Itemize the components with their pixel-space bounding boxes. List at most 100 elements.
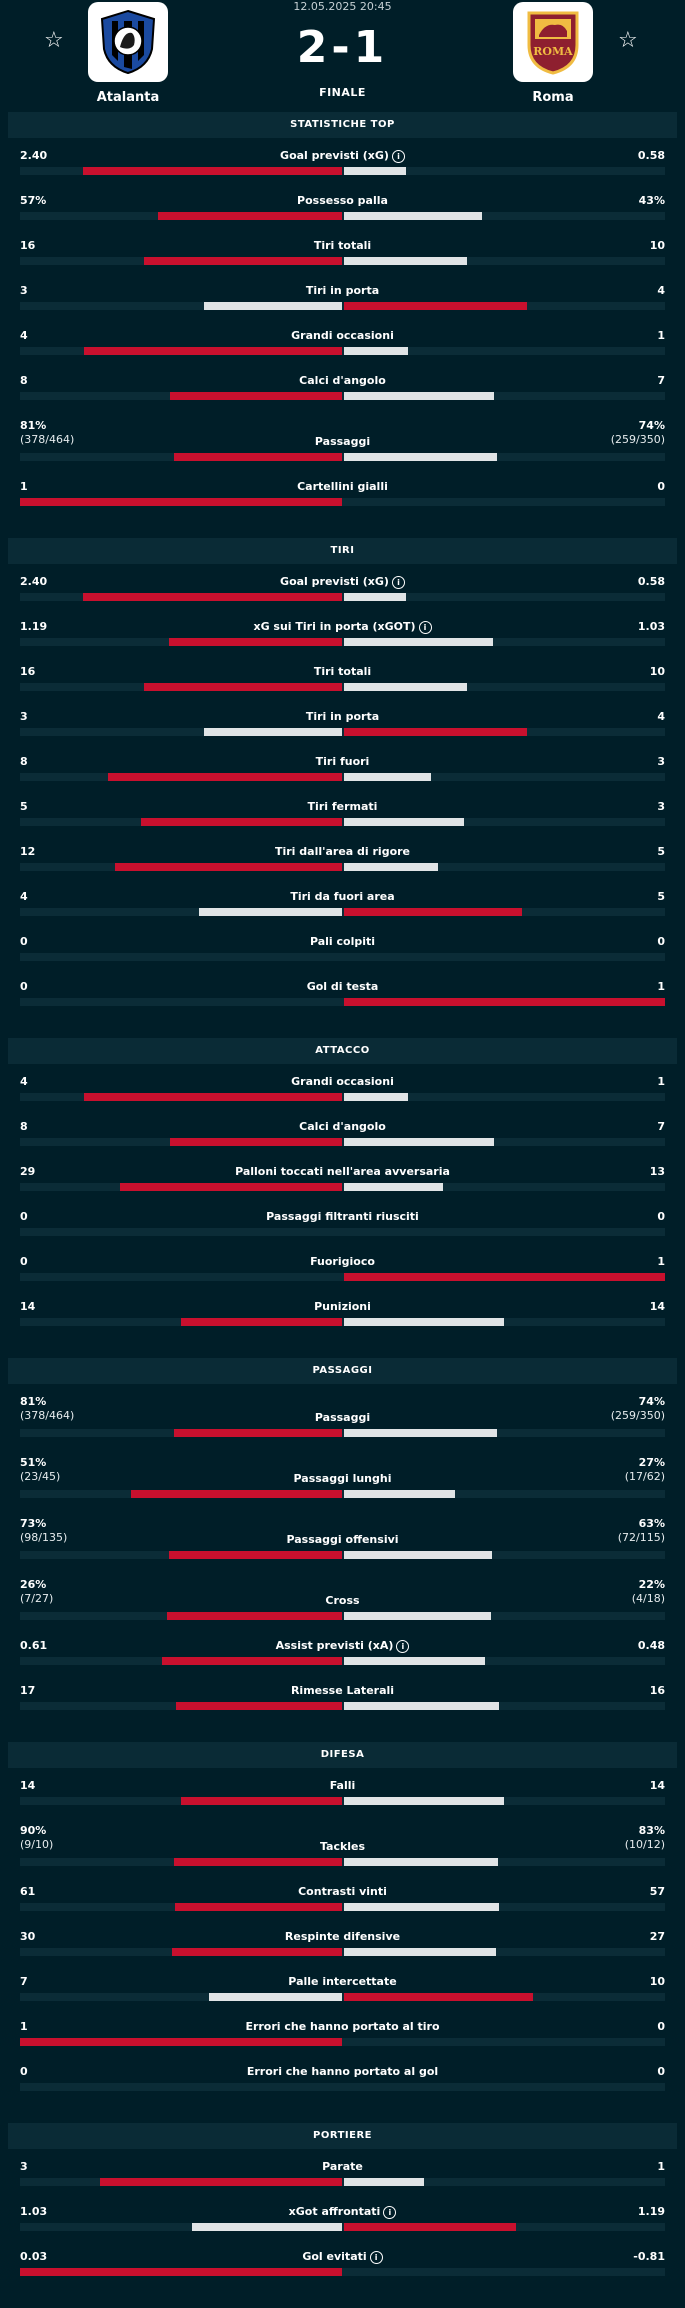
away-stat-value: 16: [650, 1684, 665, 1698]
away-stat-bar: [343, 1948, 496, 1956]
stat-row[interactable]: 12 Tiri dall'area di rigore 5: [20, 842, 665, 887]
stat-row[interactable]: 3 Tiri in porta 4: [20, 281, 665, 326]
stat-row[interactable]: 3 Tiri in porta 4: [20, 707, 665, 752]
away-team-name[interactable]: Roma: [532, 90, 574, 105]
stat-bar-track: [20, 1797, 665, 1805]
stat-row[interactable]: 7 Palle intercettate 10: [20, 1972, 665, 2017]
info-icon[interactable]: i: [383, 2205, 397, 2219]
stat-row[interactable]: 0 Gol di testa 1: [20, 977, 665, 1022]
home-stat-value: 3: [20, 284, 28, 298]
home-stat-main: 57%: [20, 194, 47, 207]
info-icon[interactable]: i: [396, 1639, 410, 1653]
home-stat-bar: [180, 1797, 342, 1805]
stat-label: Pali colpiti: [140, 935, 545, 949]
home-stat-value: 12: [20, 845, 35, 859]
away-stat-bar: [343, 1797, 505, 1805]
home-stat-value: 4: [20, 890, 28, 904]
stat-row[interactable]: 51% (23/45) Passaggi lunghi 27% (17/62): [20, 1453, 665, 1514]
away-stat-main: -0.81: [633, 2250, 665, 2263]
stat-row[interactable]: 8 Calci d'angolo 7: [20, 371, 665, 416]
away-stat-bar: [343, 1490, 455, 1498]
stat-bar-track: [20, 1948, 665, 1956]
away-team-logo[interactable]: ROMA: [513, 2, 593, 82]
stat-row[interactable]: 81% (378/464) Passaggi 74% (259/350): [20, 416, 665, 477]
stat-row[interactable]: 0 Fuorigioco 1: [20, 1252, 665, 1297]
away-stat-main: 14: [649, 1779, 665, 1792]
away-stat-main: 0: [657, 935, 665, 948]
away-stat-value: 57: [650, 1885, 665, 1899]
away-stat-value: 0.58: [638, 149, 665, 163]
home-stat-main: 16: [20, 665, 36, 678]
stat-row[interactable]: 16 Tiri totali 10: [20, 236, 665, 281]
away-stat-bar: [343, 2178, 424, 2186]
stat-row[interactable]: 0.03 Gol evitati i -0.81: [20, 2247, 665, 2292]
home-stat-main: 61: [20, 1885, 36, 1898]
away-stat-value: 3: [657, 755, 665, 769]
away-stat-value: 0: [657, 1210, 665, 1224]
stat-row[interactable]: 4 Grandi occasioni 1: [20, 326, 665, 371]
stat-row[interactable]: 1 Errori che hanno portato al tiro 0: [20, 2017, 665, 2062]
stat-bar-track: [20, 1183, 665, 1191]
stat-row[interactable]: 0 Errori che hanno portato al gol 0: [20, 2062, 665, 2107]
stat-row[interactable]: 17 Rimesse Laterali 16: [20, 1681, 665, 1726]
info-icon[interactable]: i: [369, 2250, 383, 2264]
away-stat-main: 16: [649, 1684, 665, 1697]
stat-row[interactable]: 73% (98/135) Passaggi offensivi 63% (72/115): [20, 1514, 665, 1575]
stat-row[interactable]: 16 Tiri totali 10: [20, 662, 665, 707]
stat-label: Parate: [140, 2160, 545, 2174]
stat-row[interactable]: 8 Tiri fuori 3: [20, 752, 665, 797]
home-stat-bar: [143, 683, 342, 691]
stat-row[interactable]: 90% (9/10) Tackles 83% (10/12): [20, 1821, 665, 1882]
stat-row[interactable]: 0 Pali colpiti 0: [20, 932, 665, 977]
away-stat-value: 10: [650, 1975, 665, 1989]
stat-row[interactable]: 0.61 Assist previsti (xA) i 0.48: [20, 1636, 665, 1681]
stat-bar-track: [20, 392, 665, 400]
stat-row[interactable]: 4 Grandi occasioni 1: [20, 1072, 665, 1117]
away-stat-main: 1.19: [637, 2205, 665, 2218]
stat-row[interactable]: 1.03 xGot affrontati i 1.19: [20, 2202, 665, 2247]
stat-label: Contrasti vinti: [140, 1885, 545, 1899]
info-icon[interactable]: i: [391, 149, 405, 163]
stat-row[interactable]: 5 Tiri fermati 3: [20, 797, 665, 842]
stat-row[interactable]: 30 Respinte difensive 27: [20, 1927, 665, 1972]
stat-row[interactable]: 81% (378/464) Passaggi 74% (259/350): [20, 1392, 665, 1453]
away-stat-bar: [343, 1551, 493, 1559]
home-stat-value: 1: [20, 2020, 28, 2034]
stat-row[interactable]: 1.19 xG sui Tiri in porta (xGOT) i 1.03: [20, 617, 665, 662]
stat-row[interactable]: 61 Contrasti vinti 57: [20, 1882, 665, 1927]
stat-bar-track: [20, 1138, 665, 1146]
stat-row[interactable]: 0 Passaggi filtranti riusciti 0: [20, 1207, 665, 1252]
home-stat-value: 17: [20, 1684, 35, 1698]
stat-row[interactable]: 2.40 Goal previsti (xG) i 0.58: [20, 146, 665, 191]
stat-row[interactable]: 14 Punizioni 14: [20, 1297, 665, 1342]
stat-row[interactable]: 8 Calci d'angolo 7: [20, 1117, 665, 1162]
stat-row[interactable]: 26% (7/27) Cross 22% (4/18): [20, 1575, 665, 1636]
stat-row[interactable]: 4 Tiri da fuori area 5: [20, 887, 665, 932]
section-header: TIRI: [8, 538, 677, 564]
stat-label: Tiri in porta: [140, 710, 545, 724]
stat-row[interactable]: 3 Parate 1: [20, 2157, 665, 2202]
star-icon[interactable]: ☆: [44, 28, 64, 53]
info-icon[interactable]: i: [418, 620, 432, 634]
home-stat-bar: [20, 2268, 342, 2276]
section-body: 81% (378/464) Passaggi 74% (259/350) 51% (23/4…: [0, 1384, 685, 1742]
info-icon[interactable]: i: [391, 575, 405, 589]
stat-row[interactable]: 2.40 Goal previsti (xG) i 0.58: [20, 572, 665, 617]
away-stat-main: 63%: [638, 1517, 665, 1530]
stat-bar-track: [20, 167, 665, 175]
stat-label-text: Goal previsti (xG): [280, 149, 389, 162]
home-team-logo[interactable]: [88, 2, 168, 82]
home-stat-value: 5: [20, 800, 28, 814]
stat-row[interactable]: 57% Possesso palla 43%: [20, 191, 665, 236]
away-stat-value: 5: [657, 890, 665, 904]
stat-row[interactable]: 1 Cartellini gialli 0: [20, 477, 665, 522]
stat-label: Respinte difensive: [140, 1930, 545, 1944]
stat-label: Tiri dall'area di rigore: [140, 845, 545, 859]
star-icon[interactable]: ☆: [618, 28, 638, 53]
stat-row[interactable]: 29 Palloni toccati nell'area avversaria 13: [20, 1162, 665, 1207]
home-stat-main: 1.03: [20, 2205, 48, 2218]
stat-row[interactable]: 14 Falli 14: [20, 1776, 665, 1821]
home-team-name[interactable]: Atalanta: [96, 90, 160, 105]
home-stat-bar: [82, 593, 342, 601]
stat-bar-track: [20, 257, 665, 265]
